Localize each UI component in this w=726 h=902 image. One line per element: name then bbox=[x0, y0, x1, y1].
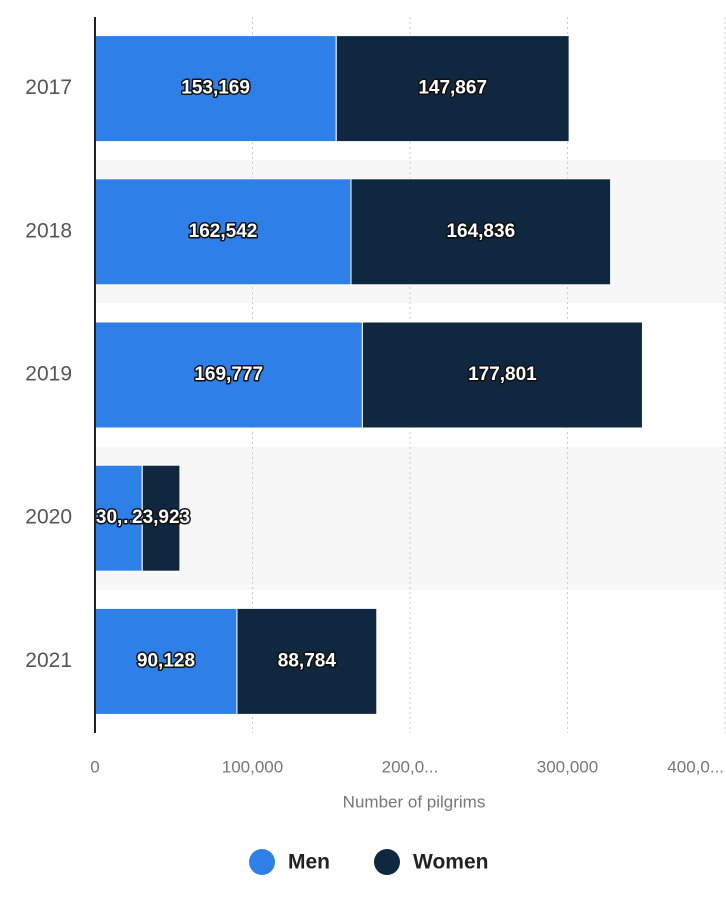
y-tick-label: 2019 bbox=[25, 363, 72, 386]
data-label: 90,128 bbox=[137, 650, 195, 671]
bar-segment bbox=[94, 35, 337, 143]
legend-label: Women bbox=[413, 851, 488, 874]
bar-segment bbox=[236, 607, 378, 715]
data-label: 153,169 bbox=[181, 78, 250, 99]
data-label: 162,542 bbox=[189, 221, 258, 242]
x-tick-label: 400,0... bbox=[667, 757, 724, 776]
bar-segment bbox=[94, 607, 238, 715]
x-tick-label: 100,000 bbox=[222, 757, 283, 776]
data-label: 23,923 bbox=[132, 507, 190, 528]
bar-segment bbox=[361, 321, 643, 429]
y-tick-label: 2021 bbox=[25, 649, 72, 672]
bar-segment bbox=[350, 178, 612, 286]
data-label: 177,801 bbox=[468, 364, 537, 385]
legend-label: Men bbox=[288, 851, 330, 874]
data-label: 169,777 bbox=[194, 364, 263, 385]
data-label: 164,836 bbox=[446, 221, 515, 242]
x-tick-label: 0 bbox=[90, 757, 99, 776]
labels: 153,169 147,867 162,542 164,836 169,777 177,8… bbox=[94, 76, 538, 673]
bar-segment bbox=[94, 178, 352, 286]
y-tick-label: 2017 bbox=[25, 76, 72, 99]
bar-segment bbox=[141, 464, 181, 572]
bar-segment bbox=[335, 35, 570, 143]
data-label: 147,867 bbox=[418, 78, 487, 99]
x-tick-label: 300,000 bbox=[537, 757, 598, 776]
y-tick-label: 2018 bbox=[25, 219, 72, 242]
bars bbox=[94, 35, 643, 715]
x-tick-label: 200,0... bbox=[382, 757, 439, 776]
data-label: 88,784 bbox=[278, 650, 337, 671]
x-axis-label: Number of pilgrims bbox=[343, 792, 486, 811]
y-tick-label: 2020 bbox=[25, 506, 72, 529]
data-label: 30,… bbox=[96, 507, 141, 528]
bar-segment bbox=[94, 321, 363, 429]
legend-marker bbox=[374, 849, 400, 875]
legend-marker bbox=[249, 849, 275, 875]
